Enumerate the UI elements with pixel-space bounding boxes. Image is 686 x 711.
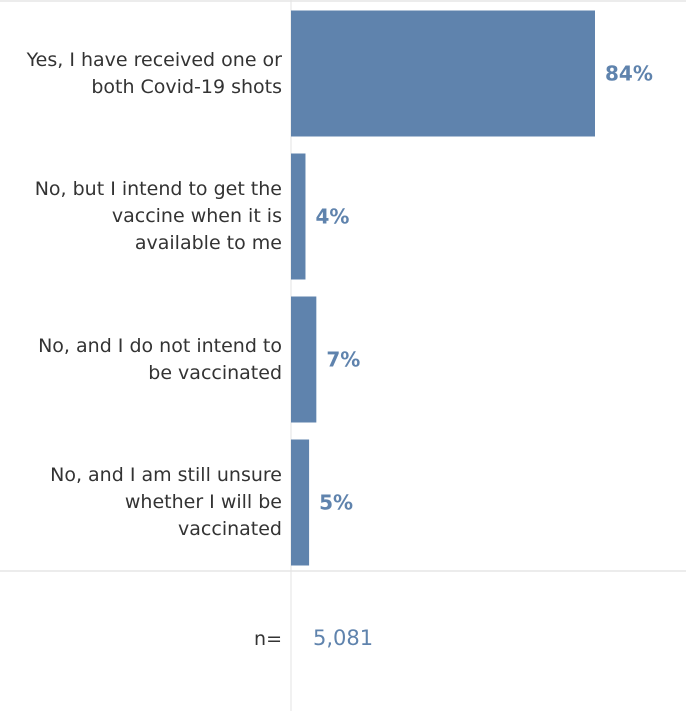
category-label-not-intend: No, and I do not intend to be vaccinated <box>38 334 282 384</box>
bars-group: 84% 4% 7% 5% <box>291 10 653 566</box>
value-label-received: 84% <box>605 62 653 86</box>
bar-unsure <box>291 439 310 566</box>
value-label-intend: 4% <box>315 205 349 229</box>
category-label-received: Yes, I have received one or both Covid-1… <box>26 48 282 98</box>
sample-size-value: 5,081 <box>313 626 374 650</box>
category-label-unsure: No, and I am still unsure whether I will… <box>50 464 282 540</box>
category-label-intend: No, but I intend to get the vaccine when… <box>34 178 282 254</box>
value-label-unsure: 5% <box>319 491 353 515</box>
bar-not-intend <box>291 296 317 423</box>
value-label-not-intend: 7% <box>326 348 360 372</box>
bar-received <box>291 10 595 137</box>
bar-intend <box>291 153 306 280</box>
sample-size-label: n= <box>254 628 282 650</box>
